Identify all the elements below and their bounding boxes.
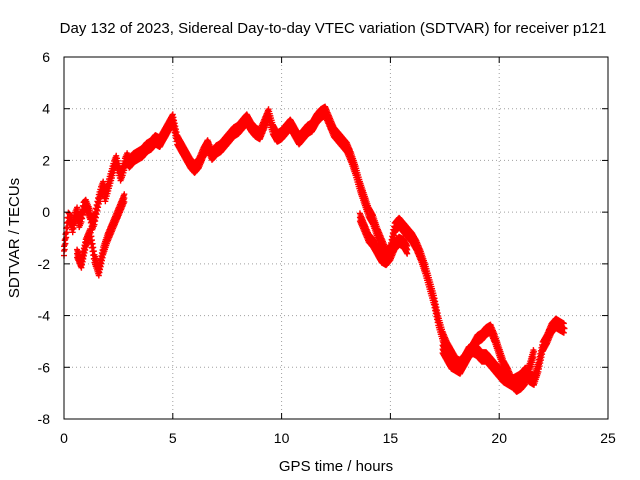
data-point: [61, 246, 68, 253]
data-point: [121, 198, 128, 205]
data-point: [63, 229, 70, 236]
tick-labels: 0 5 10 15 20 25 -8 -6 -4 -2 0 2 4 6: [38, 49, 616, 446]
data-point: [69, 229, 76, 236]
x-tick-label: 0: [60, 430, 68, 446]
data-point: [561, 325, 568, 332]
data-point: [92, 218, 99, 225]
data-point: [74, 207, 81, 214]
data-point: [78, 218, 85, 225]
data-point: [92, 214, 99, 221]
y-tick-label: -8: [38, 411, 51, 427]
data-point: [70, 225, 77, 232]
chart-title: Day 132 of 2023, Sidereal Day-to-day VTE…: [60, 20, 607, 37]
data-point: [121, 191, 128, 198]
data-point: [62, 240, 69, 247]
x-tick-label: 10: [274, 430, 290, 446]
data-point: [79, 215, 86, 222]
data-point: [94, 207, 101, 214]
y-tick-label: 2: [42, 152, 50, 168]
y-axis-label: SDTVAR / TECUs: [6, 178, 23, 298]
data-point: [71, 222, 78, 229]
data-point: [404, 250, 411, 257]
y-tick-label: -6: [38, 359, 51, 375]
data-point: [560, 320, 567, 327]
x-tick-label: 5: [169, 430, 177, 446]
data-point: [87, 210, 94, 217]
data-point: [91, 221, 98, 228]
axis-ticks: [63, 56, 609, 420]
data-point: [100, 178, 107, 185]
x-tick-label: 20: [491, 430, 507, 446]
data-point: [95, 204, 102, 211]
y-tick-label: 0: [42, 204, 50, 220]
x-tick-label: 15: [383, 430, 399, 446]
y-tick-label: 6: [42, 49, 50, 65]
plot-frame: [63, 56, 609, 420]
data-point: [404, 242, 411, 249]
grid-lines: [64, 57, 608, 419]
y-tick-label: -4: [38, 308, 51, 324]
y-tick-label: 4: [42, 101, 50, 117]
data-point: [93, 211, 100, 218]
data-point: [79, 212, 86, 219]
x-tick-label: 25: [600, 430, 616, 446]
data-point: [530, 354, 537, 361]
x-axis-label: GPS time / hours: [279, 458, 393, 475]
data-point: [87, 207, 94, 214]
data-point: [74, 204, 81, 211]
y-tick-label: -2: [38, 256, 51, 272]
data-point: [531, 348, 538, 355]
data-points: [61, 103, 568, 395]
